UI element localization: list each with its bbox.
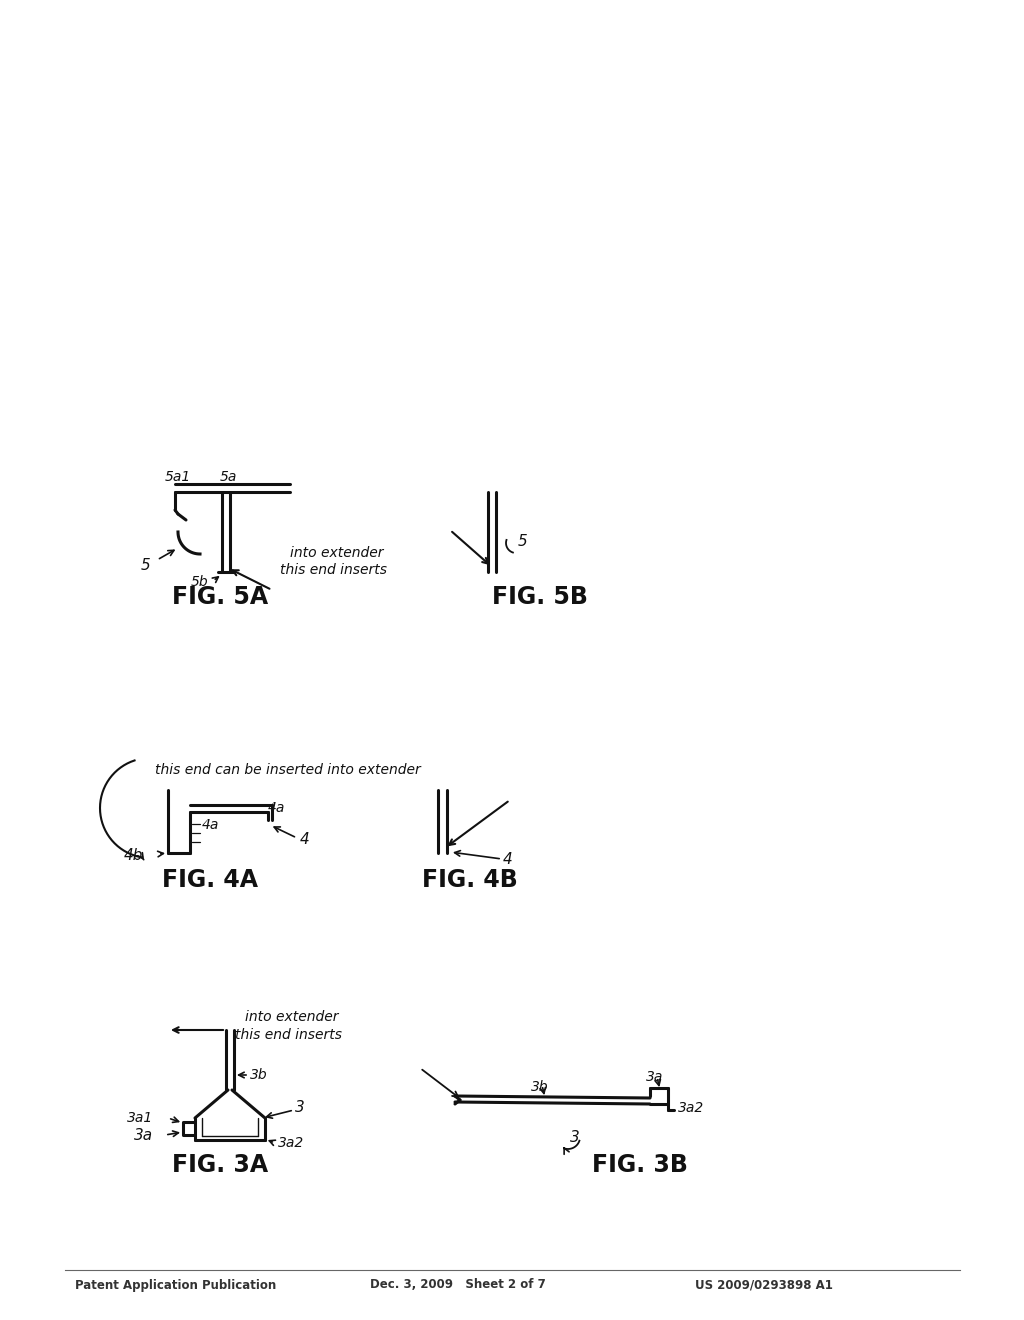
Text: 5: 5 [140, 557, 150, 573]
Text: Patent Application Publication: Patent Application Publication [75, 1279, 276, 1291]
Text: 4: 4 [503, 853, 513, 867]
Text: 3a: 3a [134, 1127, 153, 1143]
Text: FIG. 3A: FIG. 3A [172, 1152, 268, 1177]
Text: 3a2: 3a2 [278, 1137, 304, 1150]
Text: 5b: 5b [190, 576, 208, 589]
Text: this end inserts: this end inserts [234, 1028, 342, 1041]
Text: FIG. 5A: FIG. 5A [172, 585, 268, 609]
Text: FIG. 5B: FIG. 5B [493, 585, 588, 609]
Text: 4a: 4a [268, 801, 286, 814]
Text: FIG. 3B: FIG. 3B [592, 1152, 688, 1177]
Text: 3a1: 3a1 [127, 1111, 153, 1125]
Text: 3b: 3b [250, 1068, 267, 1082]
Text: 3a2: 3a2 [678, 1101, 705, 1115]
Text: US 2009/0293898 A1: US 2009/0293898 A1 [695, 1279, 833, 1291]
Text: 5a1: 5a1 [165, 470, 191, 484]
Text: FIG. 4A: FIG. 4A [162, 869, 258, 892]
Text: into extender: into extender [290, 546, 384, 560]
Text: 4: 4 [300, 833, 309, 847]
Text: 3: 3 [295, 1101, 305, 1115]
Text: 5a: 5a [219, 470, 237, 484]
Text: 3: 3 [570, 1130, 580, 1144]
Text: FIG. 4B: FIG. 4B [422, 869, 518, 892]
Text: 4a: 4a [202, 818, 219, 832]
Text: into extender: into extender [245, 1010, 339, 1024]
Text: this end inserts: this end inserts [280, 564, 387, 577]
Text: 3a: 3a [646, 1071, 664, 1084]
Text: 5: 5 [518, 535, 527, 549]
Text: Dec. 3, 2009   Sheet 2 of 7: Dec. 3, 2009 Sheet 2 of 7 [370, 1279, 546, 1291]
Text: 3b: 3b [531, 1080, 549, 1094]
Text: this end can be inserted into extender: this end can be inserted into extender [155, 763, 421, 777]
Text: 4b: 4b [124, 847, 143, 862]
